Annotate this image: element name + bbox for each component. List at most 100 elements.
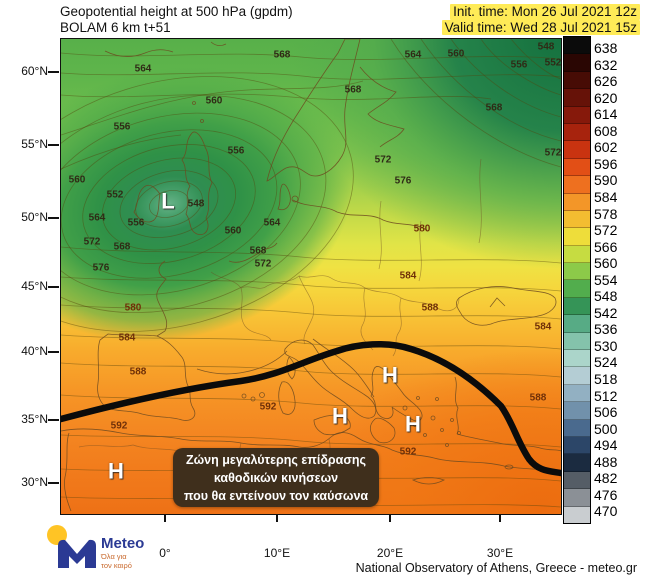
colorbar [563,36,591,524]
time-info-block: Init. time: Mon 26 Jul 2021 12z Valid ti… [441,4,640,35]
colorbar-segment [564,89,590,107]
subsidence-zone-boundary-line [61,340,561,477]
chart-title-block: Geopotential height at 500 hPa (gpdm) BO… [60,4,293,35]
colorbar-segment [564,419,590,437]
colorbar-tick-label: 602 [594,139,618,156]
colorbar-segment [564,193,590,211]
lat-tick-label: 35°N [21,412,48,426]
colorbar-segment [564,123,590,142]
annotation-line: που θα εντείνουν τον καύσωνα [183,488,369,503]
colorbar-tick-label: 530 [594,337,618,354]
colorbar-segment [564,228,590,246]
colorbar-segment [564,158,590,177]
logo-m-icon [58,539,96,568]
colorbar-segment [564,436,590,455]
colorbar-tick-label: 560 [594,255,618,272]
coastlines [61,39,561,512]
colorbar-segment [564,489,590,507]
lon-tick-label: 10°E [263,546,291,560]
valid-time: Valid time: Wed 28 Jul 2021 15z [441,19,640,35]
map-area [60,38,562,515]
logo-wordmark: Meteo [101,535,144,552]
colorbar-tick-label: 536 [594,321,618,338]
colorbar-tick-label: 632 [594,56,618,73]
logo-tagline: Όλα για [100,552,127,561]
lat-tick-mark [48,351,59,353]
annotation-line: Ζώνη μεγαλύτερης επίδρασης [185,452,367,467]
colorbar-tick-label: 566 [594,238,618,255]
colorbar-segment [564,176,590,194]
lat-tick-mark [48,286,59,288]
colorbar-tick-label: 476 [594,486,618,503]
lat-tick-mark [48,482,59,484]
lat-tick-label: 55°N [21,137,48,151]
lon-tick-mark [389,514,391,522]
lat-tick-mark [48,419,59,421]
colorbar-tick-label: 608 [594,122,618,139]
attribution: National Observatory of Athens, Greece -… [355,561,637,575]
lat-tick-label: 60°N [21,64,48,78]
lat-tick-mark [48,217,59,219]
colorbar-segment [564,367,590,385]
colorbar-tick-label: 500 [594,420,618,437]
colorbar-segment [564,245,590,264]
colorbar-tick-label: 470 [594,503,618,520]
colorbar-tick-label: 554 [594,271,618,288]
lat-tick-label: 45°N [21,279,48,293]
lat-tick-label: 50°N [21,210,48,224]
colorbar-segment [564,506,590,523]
colorbar-segment [564,332,590,351]
colorbar-tick-label: 626 [594,73,618,90]
colorbar-tick-label: 488 [594,453,618,470]
colorbar-tick-label: 620 [594,89,618,106]
lon-tick-label: 30°E [486,546,514,560]
colorbar-segment [564,384,590,403]
low-center-shading [61,66,353,342]
colorbar-tick-label: 506 [594,404,618,421]
colorbar-tick-label: 524 [594,354,618,371]
colorbar-segment [564,471,590,490]
colorbar-tick-label: 494 [594,437,618,454]
model-info: BOLAM 6 km t+51 [60,19,171,35]
meteo-logo: Meteo Όλα για τον καιρό [47,525,144,570]
lat-tick-mark [48,144,59,146]
colorbar-tick-label: 512 [594,387,618,404]
colorbar-segment [564,106,590,124]
colorbar-segment [564,210,590,229]
colorbar-tick-label: 548 [594,288,618,305]
colorbar-tick-label: 542 [594,304,618,321]
lon-tick-mark [499,514,501,522]
colorbar-tick-label: 518 [594,371,618,387]
colorbar-segment [564,71,590,90]
colorbar-tick-label: 638 [594,40,618,56]
geopotential-field-map [61,39,561,514]
chart-title: Geopotential height at 500 hPa (gpdm) [60,4,293,19]
colorbar-segment [564,280,590,298]
lon-tick-label: 20°E [376,546,404,560]
colorbar-labels: 638 632 626 620 614 608 602 596 590 584 578 572 566 5… [594,36,640,536]
colorbar-tick-label: 596 [594,155,618,172]
init-time: Init. time: Mon 26 Jul 2021 12z [450,4,640,20]
colorbar-tick-label: 590 [594,172,618,189]
colorbar-tick-label: 614 [594,106,618,123]
colorbar-segment [564,141,590,159]
lat-tick-mark [48,71,59,73]
colorbar-segment [564,37,590,55]
logo-tagline: τον καιρό [101,561,132,570]
annotation-line: καθοδικών κινήσεων [213,470,339,485]
colorbar-tick-label: 584 [594,188,618,205]
colorbar-segment [564,315,590,333]
lat-tick-label: 40°N [21,344,48,358]
colorbar-segment [564,54,590,72]
colorbar-segment [564,263,590,281]
colorbar-segment [564,402,590,420]
colorbar-segment [564,297,590,316]
lat-tick-label: 30°N [21,475,48,489]
colorbar-tick-label: 578 [594,205,618,222]
colorbar-tick-label: 482 [594,470,618,487]
colorbar-segment [564,454,590,472]
lon-tick-mark [276,514,278,522]
colorbar-segment [564,350,590,368]
colorbar-tick-label: 572 [594,222,618,239]
